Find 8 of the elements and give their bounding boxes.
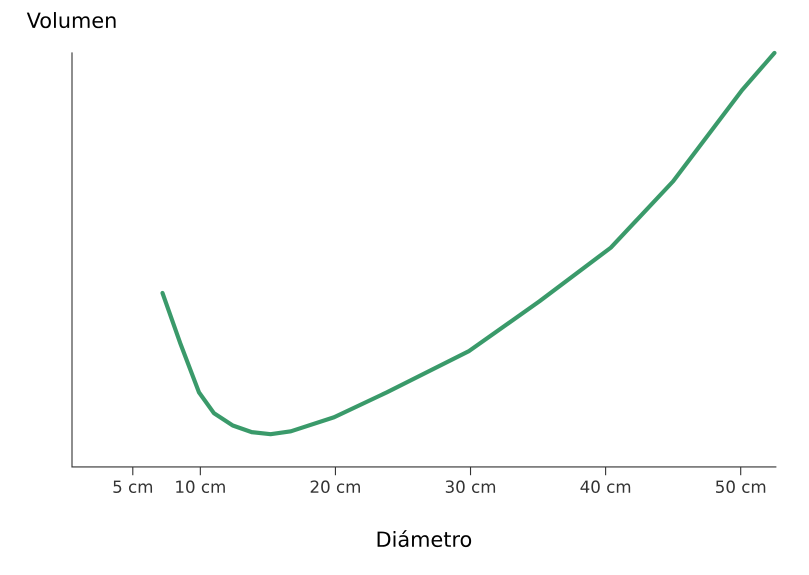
x-tick-label: 30 cm	[446, 480, 496, 493]
x-tick-label: 5 cm	[113, 480, 152, 493]
x-tick-label: 50 cm	[716, 480, 766, 493]
x-tick-label: 40 cm	[580, 480, 630, 493]
y-axis-title: Volumen	[26, 12, 116, 28]
x-axis-title: Diámetro	[378, 530, 472, 548]
x-tick-label: 20 cm	[310, 480, 360, 493]
x-tick-label: 10 cm	[176, 480, 225, 493]
